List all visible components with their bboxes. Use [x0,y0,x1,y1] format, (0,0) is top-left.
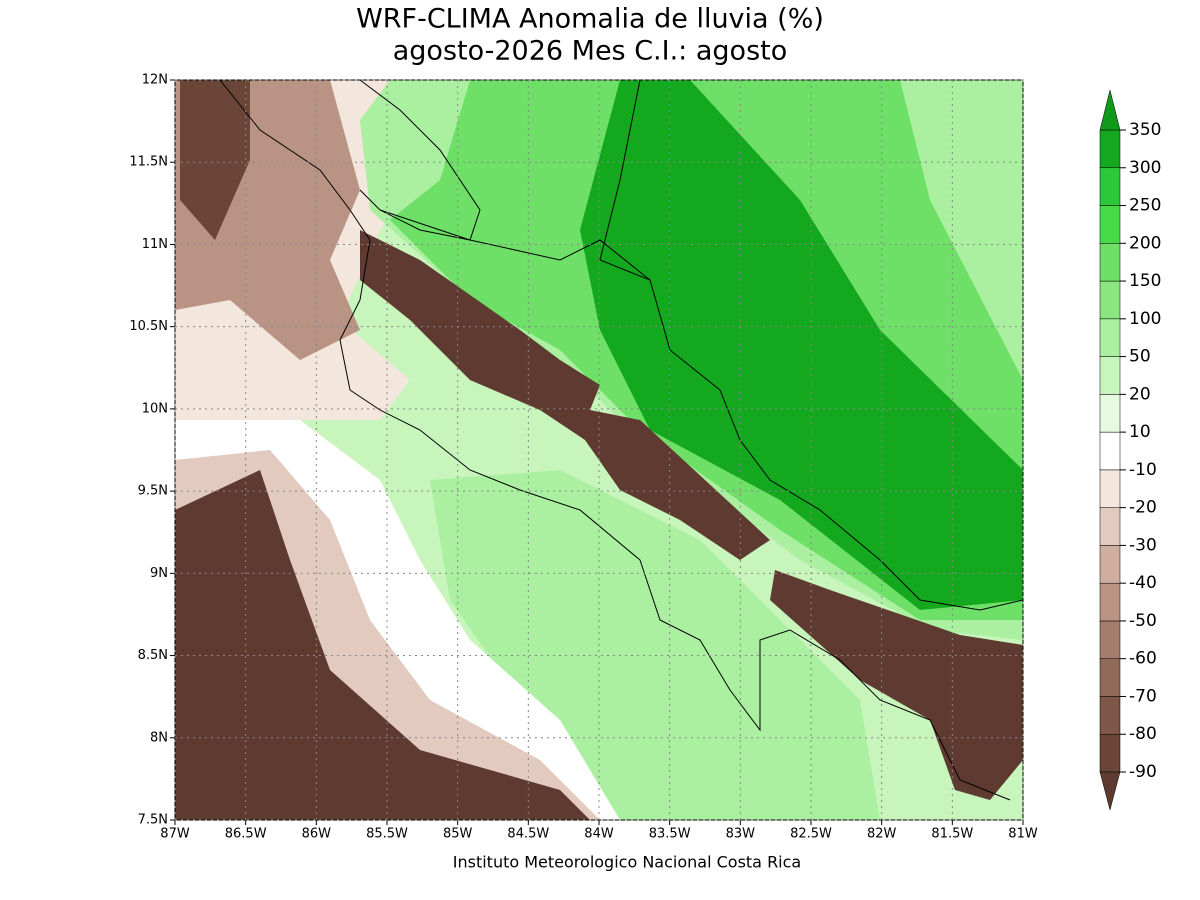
field-area [360,230,770,560]
colorbar-label: -50 [1129,611,1157,631]
colorbar-box [1099,733,1121,773]
y-tick-label: 8N [150,730,168,745]
x-tick-label: 81.5W [931,827,973,842]
x-tick-label: 86.5W [225,827,267,842]
colorbar-box [1099,167,1121,206]
x-tick-label: 83W [726,827,756,842]
coastline [379,209,651,281]
colorbar-box [1099,431,1121,471]
y-tick-label: 8.5N [138,648,168,663]
y-tick-label: 7.5N [138,813,168,828]
field-area [180,80,250,240]
title: WRF-CLIMA Anomalia de lluvia (%) [356,4,824,35]
x-tick-label: 81W [1008,827,1038,842]
x-tick-label: 85.5W [366,827,408,842]
colorbar-label: -20 [1129,498,1157,518]
colorbar-label: 300 [1129,158,1161,178]
field-area [175,470,590,820]
x-tick-label: 86W [302,827,332,842]
colorbar-box [1099,469,1121,508]
colorbar-box [1099,658,1121,697]
colorbar-label: -80 [1129,724,1157,744]
colorbar-label: -60 [1129,649,1157,669]
colorbar-box [1099,280,1121,320]
x-tick-label: 82W [867,827,897,842]
colorbar-label: 200 [1129,233,1161,253]
y-tick-label: 9.5N [138,484,168,499]
y-tick-label: 9N [150,566,168,581]
colorbar-extend-high [1099,89,1121,131]
x-tick-label: 85W [443,827,473,842]
colorbar-label: 150 [1129,271,1161,291]
y-tick-label: 12N [142,73,168,88]
y-tick-label: 11N [142,237,168,252]
y-tick-label: 10.5N [129,319,168,334]
colorbar-box [1099,696,1121,735]
colorbar-label: 250 [1129,196,1161,216]
colorbar-label: -30 [1129,535,1157,555]
colorbar-label: 100 [1129,309,1161,329]
colorbar-box [1099,318,1121,357]
x-tick-label: 84W [584,827,614,842]
colorbar-extend-low [1099,771,1121,811]
colorbar-box [1099,545,1121,584]
x-tick-label: 87W [160,827,190,842]
colorbar-label: 350 [1129,120,1161,140]
colorbar-box [1099,620,1121,659]
field-area [770,570,1023,800]
colorbar-label: 50 [1129,347,1151,367]
field [175,80,1023,820]
colorbar-label: -70 [1129,686,1157,706]
colorbar-box [1099,129,1121,169]
colorbar-label: -40 [1129,573,1157,593]
colorbar-box [1099,507,1121,546]
coastline [219,80,1011,801]
colorbar-label: 10 [1129,422,1151,442]
colorbar-label: 20 [1129,384,1151,404]
y-tick-label: 10N [142,401,168,416]
x-tick-label: 82.5W [790,827,832,842]
colorbar-label: -10 [1129,460,1157,480]
colorbar-label: -90 [1129,762,1157,782]
colorbar-box [1099,356,1121,395]
subtitle: agosto-2026 Mes C.I.: agosto [393,36,788,67]
x-tick-label: 83.5W [649,827,691,842]
colorbar-box [1099,582,1121,622]
colorbar-box [1099,205,1121,244]
x-tick-label: 84.5W [507,827,549,842]
y-tick-label: 11.5N [129,155,168,170]
colorbar-box [1099,394,1121,433]
field-area [580,80,1023,610]
credit: Instituto Meteorologico Nacional Costa R… [453,853,801,872]
colorbar-box [1099,243,1121,282]
